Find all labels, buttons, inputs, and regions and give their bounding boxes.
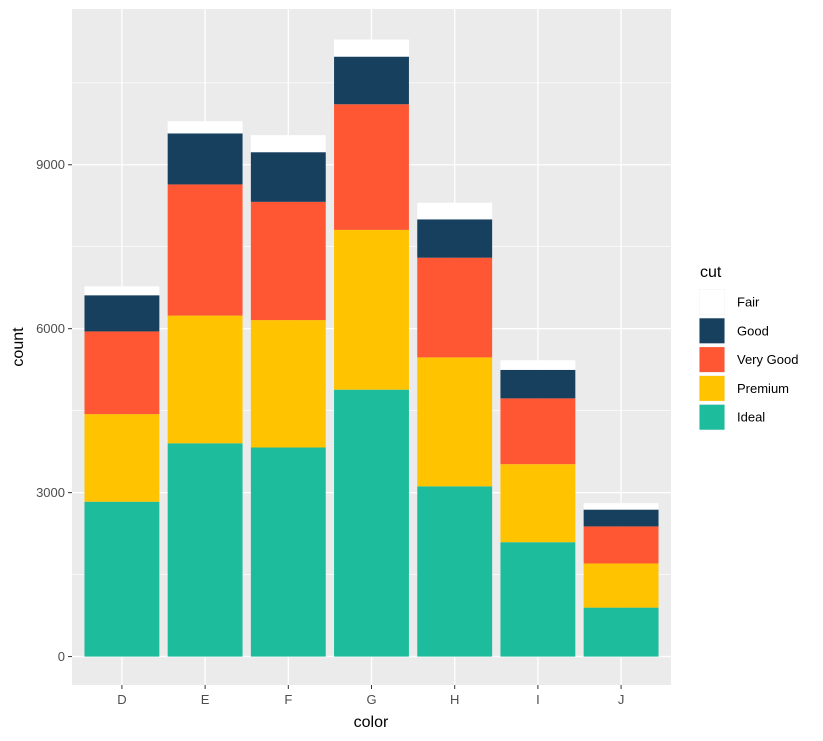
legend-swatch-very-good: [699, 347, 725, 373]
y-tick-label: 6000: [36, 321, 65, 336]
legend-label-very-good: Very Good: [737, 352, 798, 367]
bar-F-ideal: [250, 447, 326, 657]
bar-J-ideal: [583, 607, 659, 657]
y-axis-title: count: [10, 327, 27, 367]
bar-G-premium: [334, 229, 409, 390]
bar-E-very-good: [167, 184, 243, 316]
x-tick-label: J: [618, 692, 625, 707]
bar-E-premium: [167, 315, 243, 444]
bar-F-very-good: [250, 201, 326, 321]
legend-swatch-premium: [699, 375, 725, 401]
bar-F-premium: [250, 320, 326, 448]
bar-J-premium: [583, 563, 659, 608]
legend-swatch-fair: [699, 289, 725, 315]
bar-H-premium: [417, 357, 493, 487]
bar-I-ideal: [500, 542, 576, 657]
bar-I-good: [500, 369, 576, 399]
x-tick-label: G: [366, 692, 376, 707]
bar-D-good: [84, 295, 160, 332]
bar-H-ideal: [417, 486, 493, 657]
legend-swatch-good: [699, 318, 725, 344]
bar-E-ideal: [167, 443, 243, 657]
bar-F-good: [250, 152, 326, 202]
y-tick-label: 3000: [36, 485, 65, 500]
bar-J-very-good: [583, 526, 659, 564]
legend-swatch-ideal: [699, 404, 725, 430]
bar-G-ideal: [334, 389, 409, 657]
x-tick-label: D: [117, 692, 126, 707]
bar-I-premium: [500, 464, 576, 543]
legend: cut Fair Good Very Good Premium Ideal: [699, 264, 798, 431]
y-tick-label: 0: [58, 649, 65, 664]
bar-G-good: [334, 56, 409, 105]
x-tick-label: H: [450, 692, 459, 707]
x-tick-label: I: [536, 692, 540, 707]
bar-D-very-good: [84, 331, 160, 415]
bar-F-fair: [250, 135, 326, 153]
legend-title: cut: [700, 264, 722, 281]
bar-H-good: [417, 219, 493, 258]
legend-label-good: Good: [737, 323, 769, 338]
bar-G-very-good: [334, 104, 409, 230]
bar-H-very-good: [417, 257, 493, 358]
x-tick-label: E: [201, 692, 210, 707]
bar-J-good: [583, 509, 659, 527]
y-tick-label: 9000: [36, 157, 65, 172]
bars: [84, 39, 659, 657]
bar-D-premium: [84, 414, 160, 502]
x-axis: D E F G H I J: [117, 685, 624, 707]
bar-I-fair: [500, 360, 576, 370]
y-axis: 0 3000 6000 9000: [36, 157, 72, 664]
x-axis-title: color: [354, 714, 389, 731]
legend-label-ideal: Ideal: [737, 410, 765, 425]
x-tick-label: F: [284, 692, 292, 707]
bar-D-ideal: [84, 501, 160, 657]
legend-label-fair: Fair: [737, 295, 760, 310]
bar-J-fair: [583, 503, 659, 510]
bar-E-fair: [167, 121, 243, 134]
bar-H-fair: [417, 202, 493, 220]
bar-I-very-good: [500, 398, 576, 465]
bar-E-good: [167, 133, 243, 185]
bar-G-fair: [334, 39, 409, 57]
bar-D-fair: [84, 286, 160, 296]
legend-label-premium: Premium: [737, 381, 789, 396]
